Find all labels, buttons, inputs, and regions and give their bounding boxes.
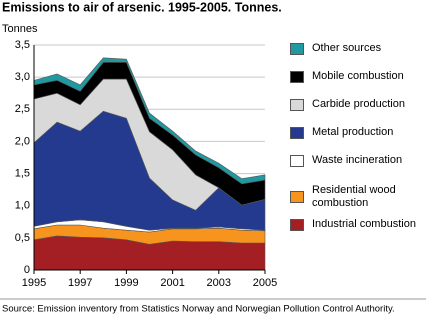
- y-tick-label: 0: [24, 264, 30, 276]
- legend-swatch: [290, 126, 304, 139]
- legend-label: Other sources: [312, 42, 382, 54]
- legend-swatch: [290, 191, 304, 203]
- legend-item: Waste incineration: [290, 154, 420, 167]
- y-tick-label: 1,5: [15, 167, 30, 179]
- y-tick-label: 3,0: [15, 71, 30, 83]
- chart-title: Emissions to air of arsenic. 1995-2005. …: [2, 0, 282, 14]
- legend-label: Waste incineration: [312, 154, 403, 166]
- legend-item: Residential wood combustion: [290, 184, 420, 210]
- legend-label: Carbide production: [312, 98, 405, 110]
- legend-swatch: [290, 218, 304, 231]
- legend-item: Other sources: [290, 42, 420, 55]
- legend-label: Mobile combustion: [312, 70, 404, 82]
- area: [33, 57, 266, 185]
- legend-label: Residential wood combustion: [312, 184, 396, 209]
- x-tick-label: 1995: [22, 277, 46, 289]
- legend-swatch: [290, 98, 304, 111]
- y-tick-label: 1,0: [15, 200, 30, 212]
- y-tick-label: 3,5: [15, 39, 30, 51]
- y-tick-label: 2,5: [15, 103, 30, 115]
- x-tick-label: 2003: [207, 277, 231, 289]
- y-axis-label: Tonnes: [2, 23, 38, 35]
- legend-item: Metal production: [290, 126, 420, 139]
- legend-item: Mobile combustion: [290, 70, 420, 83]
- x-tick-label: 1999: [114, 277, 138, 289]
- x-tick-label: 2005: [253, 277, 277, 289]
- x-tick-label: 1997: [68, 277, 92, 289]
- legend-swatch: [290, 154, 304, 167]
- legend-swatch: [290, 42, 304, 55]
- y-tick-label: 2,0: [15, 135, 30, 147]
- y-tick-label: 0,5: [15, 232, 30, 244]
- legend-item: Carbide production: [290, 98, 420, 111]
- legend-label: Industrial combustion: [312, 218, 416, 230]
- legend-item: Industrial combustion: [290, 218, 420, 231]
- legend-swatch: [290, 70, 304, 83]
- source: Source: Emission inventory from Statisti…: [2, 304, 395, 315]
- x-tick-label: 2001: [160, 277, 184, 289]
- legend-label: Metal production: [312, 126, 394, 138]
